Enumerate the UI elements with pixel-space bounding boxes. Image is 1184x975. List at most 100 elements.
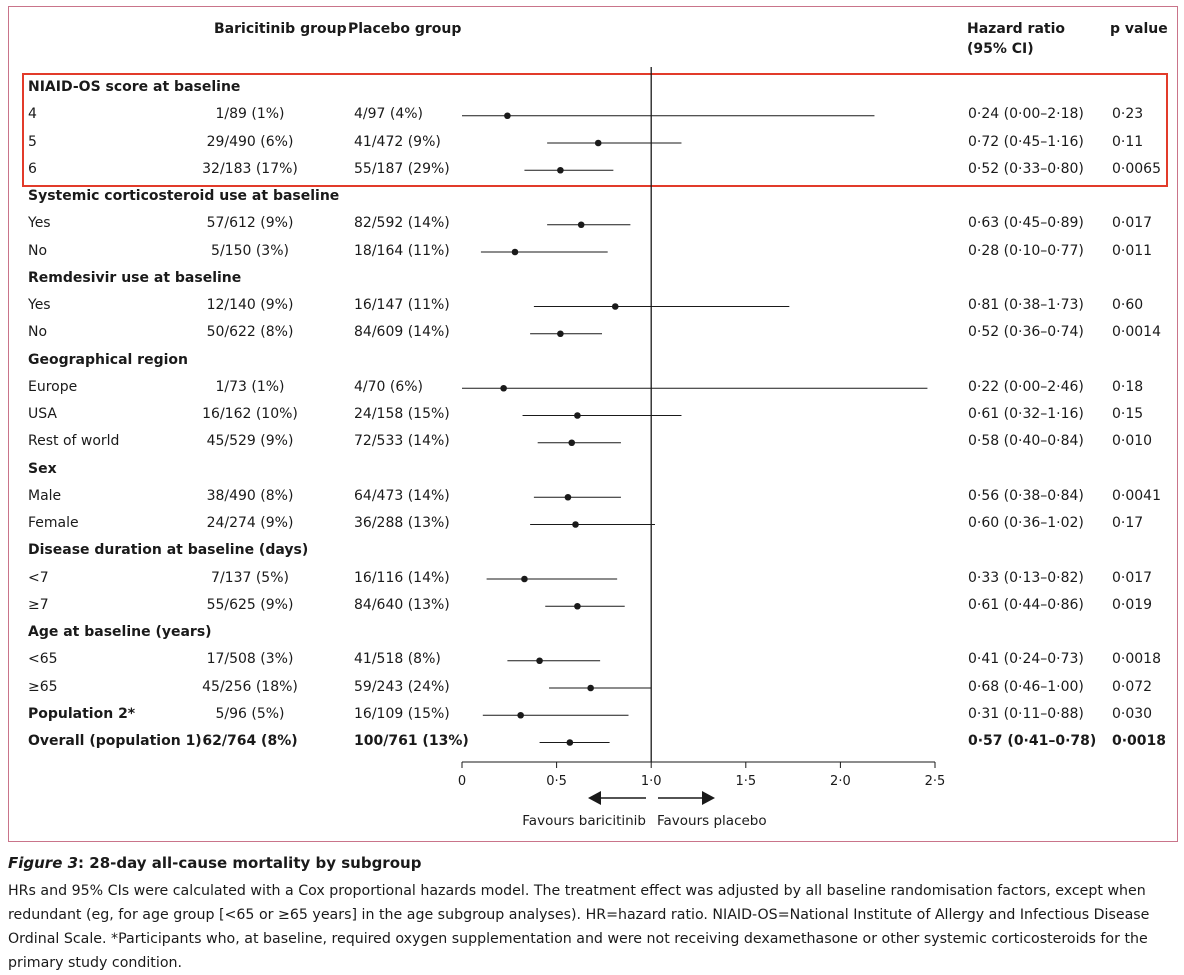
hazard-ratio-ci: 0·28 (0·10–0·77) <box>968 242 1084 259</box>
subgroup-label: Rest of world <box>28 433 120 450</box>
p-value: 0·017 <box>1112 215 1153 232</box>
section-label: NIAID-OS score at baseline <box>28 79 241 95</box>
placebo-count: 84/609 (14%) <box>354 324 450 341</box>
subgroup-label: Female <box>28 515 79 531</box>
x-tick-label: 2·0 <box>830 774 851 789</box>
section-label: Sex <box>28 460 57 477</box>
hazard-ratio-ci: 0·31 (0·11–0·88) <box>968 705 1084 722</box>
subgroup-label: Overall (population 1) <box>28 733 202 749</box>
favours-left-arrowhead <box>588 791 601 805</box>
hazard-ratio-ci: 0·52 (0·33–0·80) <box>968 160 1084 177</box>
p-value: 0·60 <box>1112 297 1144 313</box>
header-placebo: Placebo group <box>348 21 462 37</box>
placebo-count: 16/116 (14%) <box>354 569 450 586</box>
p-value: 0·0018 <box>1112 651 1161 668</box>
niaid-highlight-box <box>22 73 1168 187</box>
subgroup-label: ≥7 <box>28 596 49 613</box>
subgroup-label: Yes <box>28 215 51 232</box>
subgroup-label: 5 <box>28 133 37 150</box>
placebo-count: 59/243 (24%) <box>354 678 450 695</box>
section-label: Systemic corticosteroid use at baseline <box>28 188 340 204</box>
header-hazard-ratio: Hazard ratio <box>967 21 1066 37</box>
baricitinib-count: 32/183 (17%) <box>202 160 298 177</box>
hr-point <box>577 221 585 229</box>
hr-point <box>511 248 519 256</box>
hazard-ratio-ci: 0·56 (0·38–0·84) <box>968 487 1084 504</box>
hr-point <box>517 711 524 719</box>
placebo-count: 24/158 (15%) <box>354 406 450 422</box>
placebo-count: 36/288 (13%) <box>354 515 450 531</box>
header-baricitinib: Baricitinib group <box>214 21 347 37</box>
favours-placebo-label: Favours placebo <box>657 813 767 829</box>
hr-point <box>564 493 572 501</box>
placebo-count: 16/147 (11%) <box>354 297 450 313</box>
hazard-ratio-ci: 0·72 (0·45–1·16) <box>968 133 1084 150</box>
x-tick-label: 0 <box>458 774 466 789</box>
subgroup-label: <7 <box>28 569 49 586</box>
placebo-count: 82/592 (14%) <box>354 215 450 232</box>
baricitinib-count: 1/89 (1%) <box>215 106 285 123</box>
hr-point <box>566 739 574 746</box>
baricitinib-count: 55/625 (9%) <box>206 596 294 613</box>
baricitinib-count: 17/508 (3%) <box>206 651 294 668</box>
p-value: 0·010 <box>1112 433 1153 450</box>
favours-right-arrowhead <box>702 791 715 805</box>
x-tick-label: 1·0 <box>641 774 662 789</box>
baricitinib-count: 38/490 (8%) <box>206 487 294 504</box>
subgroup-label: No <box>28 242 48 259</box>
p-value: 0·0065 <box>1112 160 1161 177</box>
subgroup-label: <65 <box>28 651 58 668</box>
hazard-ratio-ci: 0·24 (0·00–2·18) <box>968 106 1084 123</box>
p-value: 0·15 <box>1112 406 1144 422</box>
p-value: 0·011 <box>1112 242 1153 259</box>
x-tick-label: 0·5 <box>546 774 567 789</box>
x-tick-label: 2·5 <box>925 774 946 789</box>
baricitinib-count: 24/274 (9%) <box>206 515 294 531</box>
hr-point <box>504 112 511 120</box>
p-value: 0·0018 <box>1112 733 1167 749</box>
hazard-ratio-ci: 0·41 (0·24–0·73) <box>968 651 1084 668</box>
hr-point <box>568 439 576 447</box>
hr-point <box>500 384 507 392</box>
placebo-count: 4/97 (4%) <box>354 106 424 123</box>
baricitinib-count: 7/137 (5%) <box>211 569 289 586</box>
hazard-ratio-ci: 0·61 (0·44–0·86) <box>968 596 1084 613</box>
header-pvalue: p value <box>1110 21 1168 37</box>
section-label: Age at baseline (years) <box>28 624 212 640</box>
figure-frame <box>8 6 1178 842</box>
hazard-ratio-ci: 0·58 (0·40–0·84) <box>968 433 1084 450</box>
p-value: 0·18 <box>1112 378 1144 395</box>
section-label: Remdesivir use at baseline <box>28 269 242 286</box>
figure-caption-title: Figure 3: 28-day all-cause mortality by … <box>8 854 421 872</box>
p-value: 0·11 <box>1112 133 1144 150</box>
baricitinib-count: 57/612 (9%) <box>206 215 294 232</box>
figure-label: Figure 3 <box>8 854 79 872</box>
p-value: 0·17 <box>1112 515 1144 531</box>
baricitinib-count: 45/529 (9%) <box>206 433 294 450</box>
subgroup-label: Population 2* <box>28 705 136 722</box>
hazard-ratio-ci: 0·68 (0·46–1·00) <box>968 678 1084 695</box>
placebo-count: 84/640 (13%) <box>354 596 450 613</box>
subgroup-label: ≥65 <box>28 678 58 695</box>
hr-point <box>594 139 602 147</box>
subgroup-label: 6 <box>28 160 37 177</box>
baricitinib-count: 62/764 (8%) <box>202 733 298 749</box>
hazard-ratio-ci: 0·57 (0·41–0·78) <box>968 733 1097 749</box>
p-value: 0·0041 <box>1112 487 1161 504</box>
hazard-ratio-ci: 0·61 (0·32–1·16) <box>968 406 1084 422</box>
hazard-ratio-ci: 0·22 (0·00–2·46) <box>968 378 1084 395</box>
placebo-count: 16/109 (15%) <box>354 705 450 722</box>
p-value: 0·030 <box>1112 705 1153 722</box>
placebo-count: 41/518 (8%) <box>354 651 441 668</box>
baricitinib-count: 12/140 (9%) <box>206 297 294 313</box>
baricitinib-count: 16/162 (10%) <box>202 406 298 422</box>
p-value: 0·019 <box>1112 596 1153 613</box>
subgroup-label: Yes <box>28 297 51 313</box>
section-label: Geographical region <box>28 351 188 368</box>
forest-plot: 0 0·5 1·0 1·5 2·0 2·5 Favours baricitinib Favou… <box>458 67 946 829</box>
placebo-count: 72/533 (14%) <box>354 433 450 450</box>
figure-title: : 28-day all-cause mortality by subgroup <box>78 854 422 872</box>
subgroup-label: USA <box>28 406 57 422</box>
baricitinib-count: 1/73 (1%) <box>215 378 285 395</box>
x-tick-label: 1·5 <box>735 774 756 789</box>
